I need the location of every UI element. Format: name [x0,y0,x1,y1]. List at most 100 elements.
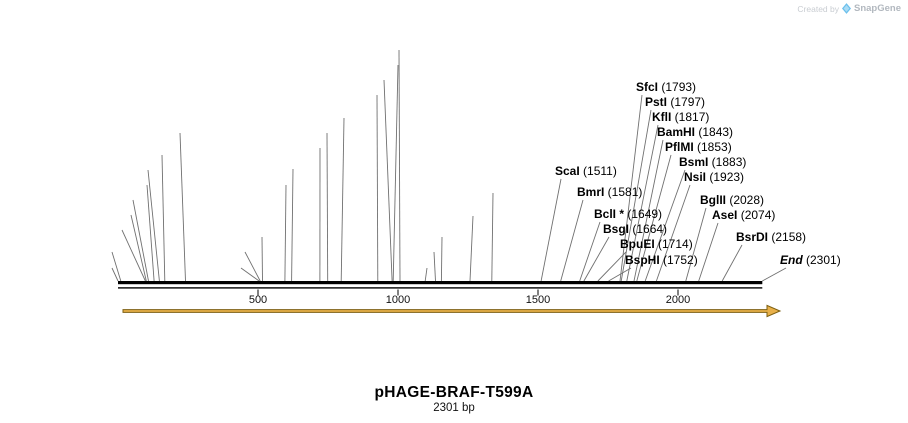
site-label-bsgi: BsgI (1664) [603,222,667,236]
axis-tick-label-1000: 1000 [385,294,411,306]
site-connector-pspomi [383,79,393,282]
site-coordinate: (1714) [654,237,693,251]
site-coordinate: (2158) [768,230,807,244]
watermark-created-by-text: Created by [797,3,839,14]
site-connector-bgli [132,199,149,282]
site-connector-bcli [579,221,601,282]
site-label-bmri: BmrI (1581) [577,185,642,199]
site-label-nsii: NsiI (1923) [684,170,744,184]
enzyme-name: ScaI [555,164,580,178]
site-connector-bsgi [583,236,610,282]
enzyme-name: AseI [712,208,738,222]
site-connector-stui [179,132,186,282]
site-label-bsmi: BsmI (1883) [679,155,746,169]
enzyme-name: SfcI [636,80,659,94]
site-coordinate: (1752) [659,253,698,267]
site-connector-bpuei [597,251,627,282]
plasmid-title: pHAGE-BRAF-T599A [374,384,534,401]
snapgene-logo-icon [842,3,851,14]
enzyme-name: BamHI [657,125,696,139]
site-connector-ecori [284,184,287,282]
site-connector-pshai [326,132,329,282]
site-label-bpuei: BpuEI (1714) [620,237,693,251]
site-label-psti: PstI (1797) [645,95,705,109]
plasmid-length: 2301 bp [433,402,475,414]
site-coordinate: (1923) [706,170,745,184]
site-coordinate: (1883) [708,155,747,169]
enzyme-name: BsgI [603,222,630,236]
site-coordinate: (2301) [802,253,841,267]
site-connector-hincii [161,154,166,282]
map-line-lower [118,287,763,289]
site-coordinate: (1664) [629,222,668,236]
site-connector-pflmi [636,154,672,282]
site-connector-taqii [424,267,428,282]
site-coordinate: (1793) [658,80,697,94]
site-connector-psii [340,117,345,282]
map-line [118,281,763,285]
site-connector-btgi [121,229,146,282]
site-connector-bsphi [608,267,632,282]
site-connector-bsmi [644,169,686,282]
site-connector-nsii [655,184,691,282]
site-connector-paer7i [491,192,494,282]
site-label-end: End (2301) [780,253,841,267]
site-connector-apai-baegi-bme1580i [392,64,399,282]
enzyme-name: End [780,253,803,267]
enzyme-name: BspHI [625,253,660,267]
site-connector-mfei [291,168,294,282]
enzyme-name: BclI * [594,207,625,221]
site-coordinate: (1581) [604,185,643,199]
site-label-bsrdi: BsrDI (2158) [736,230,806,244]
enzyme-name: PstI [645,95,668,109]
site-coordinate: (2074) [737,208,776,222]
site-connector-psti [620,109,652,282]
site-label-bsphi: BspHI (1752) [625,253,698,267]
orf-arrow [122,304,782,318]
site-connector-sspi [433,251,436,282]
site-connector-bseri [147,169,160,282]
site-connector-acc65i [240,267,260,282]
site-label-kfli: KflI (1817) [652,110,709,124]
site-connector-bstapi [376,94,379,282]
site-connector-pfoi [469,215,474,282]
site-connector-bamhi [633,139,664,282]
watermark-brand-text: SnapGene [854,3,901,14]
site-label-bcli: BclI * (1649) [594,207,662,221]
site-label-bglii: BglII (2028) [700,193,764,207]
site-label-bamhi: BamHI (1843) [657,125,733,139]
site-connector-start [111,267,119,282]
site-label-sfci: SfcI (1793) [636,80,696,94]
site-label-asei: AseI (2074) [712,208,775,222]
site-coordinate: (1797) [667,95,706,109]
enzyme-name: KflI [652,110,672,124]
site-label-pflmi: PflMI (1853) [665,140,732,154]
enzyme-name: BglII [700,193,726,207]
enzyme-name: BsmI [679,155,709,169]
site-connector-sfci [619,94,643,282]
site-connector-bspei-bsawi [146,184,155,282]
site-connector-kfli [626,124,659,282]
site-connector-bmri [560,199,584,282]
site-connector-sacii [130,214,147,282]
axis-tick-label-2000: 2000 [665,294,691,306]
enzyme-name: NsiI [684,170,707,184]
site-label-scai: ScaI (1511) [555,164,617,178]
site-connector-asei [698,222,719,282]
axis-tick-label-1500: 1500 [525,294,551,306]
enzyme-name: PflMI [665,140,694,154]
site-connector-bspmi [261,236,263,282]
site-connector-blpi [111,251,122,282]
enzyme-name: BsrDI [736,230,769,244]
site-connector-scai [540,178,562,282]
site-connector-styi [440,236,443,282]
site-coordinate: (1843) [695,125,734,139]
site-coordinate: (1817) [671,110,710,124]
site-connector-esp3i-bsmbi [398,49,401,282]
enzyme-name: BmrI [577,185,605,199]
axis-tick-label-500: 500 [248,294,268,306]
enzyme-name: BpuEI [620,237,655,251]
site-connector-bsrdi [721,244,743,282]
